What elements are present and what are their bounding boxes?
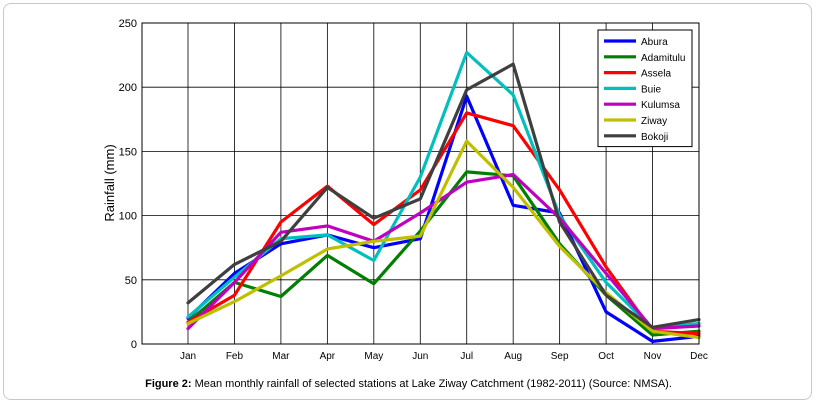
figure-caption-label: Figure 2: — [145, 378, 192, 390]
x-tick-label: Dec — [690, 351, 708, 362]
series-line-assela — [186, 111, 701, 336]
x-tick-label: Jun — [412, 351, 428, 362]
figure-caption: Figure 2: Mean monthly rainfall of selec… — [0, 378, 817, 390]
legend-label: Adamitulu — [641, 53, 685, 64]
y-tick-label: 200 — [119, 82, 137, 94]
legend-label: Abura — [641, 37, 668, 48]
x-tick-label: Aug — [504, 351, 522, 362]
y-tick-label: 50 — [125, 275, 137, 287]
legend-label: Kulumsa — [641, 100, 680, 111]
x-tick-label: Nov — [644, 351, 662, 362]
legend: Abura Adamitulu Assela Buie Kulumsa Ziway Boko… — [597, 29, 693, 148]
y-tick-label: 150 — [119, 146, 137, 158]
x-tick-label: Jan — [180, 351, 196, 362]
y-axis-label: Rainfall (mm) — [102, 144, 117, 221]
legend-label: Assela — [641, 69, 671, 80]
x-tick-label: Feb — [226, 351, 244, 362]
y-tick-label: 250 — [119, 18, 137, 30]
series-line-abura — [186, 94, 701, 343]
x-tick-label: Sep — [551, 351, 569, 362]
series-line-kulumsa — [186, 172, 701, 331]
plot-area-border — [141, 22, 700, 345]
y-tick-label: 100 — [119, 211, 137, 223]
x-tick-label: Oct — [598, 351, 614, 362]
x-tick-label: Jul — [460, 351, 473, 362]
legend-label: Buie — [641, 84, 661, 95]
x-tick-label: Apr — [320, 351, 336, 362]
x-tick-label: May — [364, 351, 383, 362]
rainfall-line-chart: Jan Feb Mar Apr May Jun Jul Aug Sep Oct Nov Dec 0 50 1… — [102, 18, 708, 362]
legend-label: Ziway — [641, 116, 667, 127]
y-tick-label: 0 — [131, 339, 137, 351]
x-tick-label: Mar — [272, 351, 290, 362]
figure-caption-text: Mean monthly rainfall of selected statio… — [191, 378, 672, 390]
legend-label: Bokoji — [641, 132, 668, 143]
series-line-bokoji — [186, 62, 701, 329]
